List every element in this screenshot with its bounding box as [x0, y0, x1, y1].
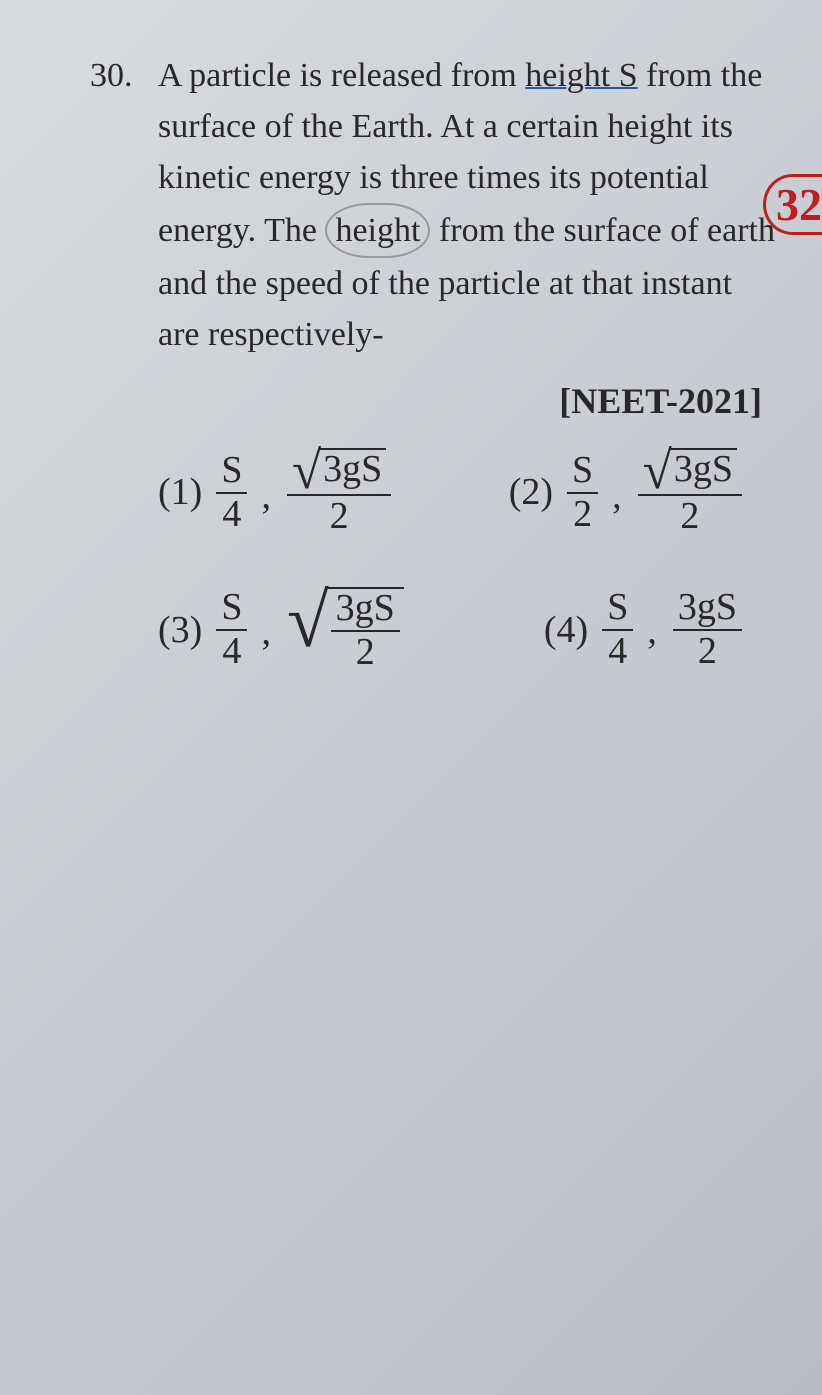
option-1-label: (1) — [158, 464, 202, 521]
option-4-h-num: S — [602, 588, 633, 631]
exam-tag: [NEET-2021] — [158, 374, 762, 428]
option-2-speed-frac: √ 3gS 2 — [638, 448, 742, 537]
sqrt-icon: √ 3gS — [643, 448, 737, 493]
option-3: (3) S 4 , √ 3gS 2 — [158, 587, 404, 673]
option-2-v-radicand: 3gS — [670, 448, 737, 493]
option-4-label: (4) — [544, 602, 588, 659]
page-root: 32 30. A particle is released from heigh… — [0, 0, 822, 763]
radical-icon: √ — [292, 448, 321, 493]
qtext-part-6: speed of the particle — [266, 265, 541, 302]
option-4-v-num: 3gS — [673, 588, 742, 631]
option-1-h-den: 4 — [217, 494, 246, 535]
option-3-inner-frac: 3gS 2 — [331, 589, 400, 673]
option-row-2: (3) S 4 , √ 3gS 2 — [158, 587, 782, 673]
option-2-v-den: 2 — [675, 496, 704, 537]
option-2: (2) S 2 , √ 3gS — [509, 448, 742, 537]
option-1: (1) S 4 , √ 3gS — [158, 448, 391, 537]
comma-separator: , — [647, 603, 659, 660]
option-4-speed-frac: 3gS 2 — [673, 588, 742, 672]
question-block: 30. A particle is released from height S… — [90, 50, 782, 723]
option-1-v-radicand: 3gS — [319, 448, 386, 493]
option-2-label: (2) — [509, 464, 553, 521]
option-1-v-num: √ 3gS — [287, 448, 391, 496]
option-2-h-den: 2 — [568, 494, 597, 535]
option-3-v-radicand: 3gS — [331, 589, 400, 632]
qtext-underlined: height S — [525, 57, 637, 94]
question-text: A particle is released from height S fro… — [158, 50, 782, 723]
question-number: 30. — [90, 50, 158, 101]
option-4-h-den: 4 — [603, 631, 632, 672]
option-2-height-frac: S 2 — [567, 451, 598, 535]
qtext-circled: height — [325, 203, 430, 258]
sqrt-icon: √ 3gS — [292, 448, 386, 493]
option-3-h-den: 4 — [217, 631, 246, 672]
option-2-v-num: √ 3gS — [638, 448, 742, 496]
options-block: (1) S 4 , √ 3gS — [158, 448, 782, 673]
option-row-1: (1) S 4 , √ 3gS — [158, 448, 782, 537]
option-3-h-num: S — [216, 588, 247, 631]
option-1-h-num: S — [216, 451, 247, 494]
option-1-speed-frac: √ 3gS 2 — [287, 448, 391, 537]
option-1-height-frac: S 4 — [216, 451, 247, 535]
option-2-h-num: S — [567, 451, 598, 494]
option-3-label: (3) — [158, 602, 202, 659]
option-3-height-frac: S 4 — [216, 588, 247, 672]
option-4-v-den: 2 — [693, 631, 722, 672]
side-page-marker: 32 — [763, 170, 822, 239]
radical-icon: √ — [643, 448, 672, 493]
radical-icon: √ — [287, 587, 329, 673]
option-3-v-den: 2 — [351, 632, 380, 673]
option-4-height-frac: S 4 — [602, 588, 633, 672]
option-3-sqrt-radicand: 3gS 2 — [327, 587, 404, 673]
side-marker-number: 32 — [763, 174, 822, 235]
option-1-v-den: 2 — [325, 496, 354, 537]
option-4: (4) S 4 , 3gS 2 — [544, 588, 742, 672]
qtext-part-1: A particle is released from — [158, 57, 525, 94]
option-3-speed-sqrt: √ 3gS 2 — [287, 587, 404, 673]
comma-separator: , — [261, 604, 273, 661]
comma-separator: , — [612, 468, 624, 525]
comma-separator: , — [261, 468, 273, 525]
